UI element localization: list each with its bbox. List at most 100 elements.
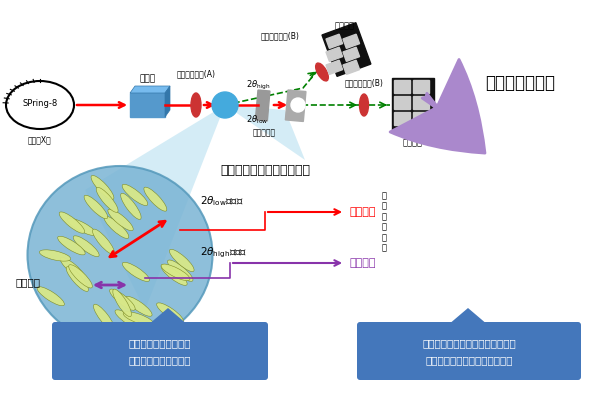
Point [482, 249, 492, 255]
Point [403, 49, 413, 55]
Point [496, 265, 506, 271]
Point [494, 265, 503, 271]
Point [454, 240, 464, 246]
Point [536, 96, 545, 102]
Point [444, 236, 454, 243]
Text: た構造の相関の緩和時間を反映: た構造の相関の緩和時間を反映 [425, 355, 513, 365]
Point [490, 266, 500, 272]
Point [526, 287, 535, 293]
Point [571, 113, 580, 120]
Point [488, 191, 497, 197]
Point [516, 105, 526, 111]
Polygon shape [448, 308, 488, 325]
Ellipse shape [84, 195, 107, 219]
Point [555, 102, 565, 109]
Point [528, 93, 538, 99]
Point [571, 343, 580, 349]
Point [440, 230, 449, 237]
Point [475, 253, 484, 259]
Point [507, 122, 517, 128]
Point [459, 101, 469, 107]
Point [497, 145, 506, 152]
Point [494, 164, 503, 170]
Text: 放射光X線: 放射光X線 [28, 135, 52, 144]
Point [559, 105, 568, 111]
Point [472, 142, 482, 148]
Point [478, 187, 488, 193]
Point [417, 45, 427, 51]
Point [487, 249, 497, 255]
Point [544, 324, 554, 330]
Point [405, 229, 415, 236]
Point [445, 74, 455, 81]
Point [432, 231, 442, 237]
Point [476, 173, 486, 180]
Point [499, 268, 509, 274]
Point [413, 230, 423, 236]
Point [428, 228, 437, 235]
Point [540, 312, 550, 319]
Point [524, 293, 534, 299]
Point [524, 292, 533, 298]
Point [500, 134, 510, 141]
Point [560, 107, 569, 114]
Point [436, 68, 446, 74]
Point [474, 256, 484, 262]
Point [519, 283, 529, 289]
Point [455, 240, 465, 247]
Point [579, 128, 589, 134]
Point [395, 47, 404, 53]
Point [524, 103, 533, 109]
Point [400, 224, 410, 230]
Point [540, 99, 550, 105]
Point [416, 228, 425, 234]
Point [460, 106, 470, 112]
Text: 矢印の相関に対応する光が: 矢印の相関に対応する光が [220, 164, 310, 177]
Bar [130, 93, 165, 117]
Point [464, 244, 474, 250]
Point [577, 351, 586, 357]
Point [486, 258, 496, 264]
Point [557, 356, 567, 362]
Point [509, 275, 518, 281]
Point [541, 93, 550, 99]
Point [415, 222, 424, 228]
Point [428, 56, 438, 63]
Point [502, 265, 512, 271]
X-axis label: 時間（ナノ秒）: 時間（ナノ秒） [475, 374, 512, 383]
Point [505, 124, 514, 130]
Point [451, 238, 460, 245]
Point [460, 243, 470, 249]
Point [494, 262, 504, 268]
Point [529, 95, 538, 102]
Point [463, 251, 472, 257]
Point [469, 132, 478, 138]
Point [400, 230, 410, 236]
Point [470, 135, 480, 142]
Point [522, 291, 532, 297]
Point [421, 53, 431, 59]
Point [398, 43, 407, 50]
Text: $2\theta_\mathrm{low}$: $2\theta_\mathrm{low}$ [246, 114, 268, 126]
Point [490, 183, 500, 189]
Ellipse shape [191, 93, 201, 117]
Point [484, 254, 493, 260]
Point [403, 47, 412, 53]
Point [445, 244, 455, 250]
Point [450, 81, 460, 88]
Point [489, 193, 499, 200]
Point [503, 275, 512, 281]
Point [451, 82, 460, 89]
Point [487, 259, 496, 265]
Point [545, 326, 555, 332]
Point [496, 261, 505, 268]
Point [437, 224, 446, 230]
Point [442, 66, 452, 72]
Point [410, 235, 420, 241]
Point [514, 290, 524, 297]
Point [554, 337, 564, 343]
Point [466, 249, 475, 256]
Point [453, 243, 463, 249]
Point [581, 130, 591, 136]
Point [395, 49, 404, 55]
